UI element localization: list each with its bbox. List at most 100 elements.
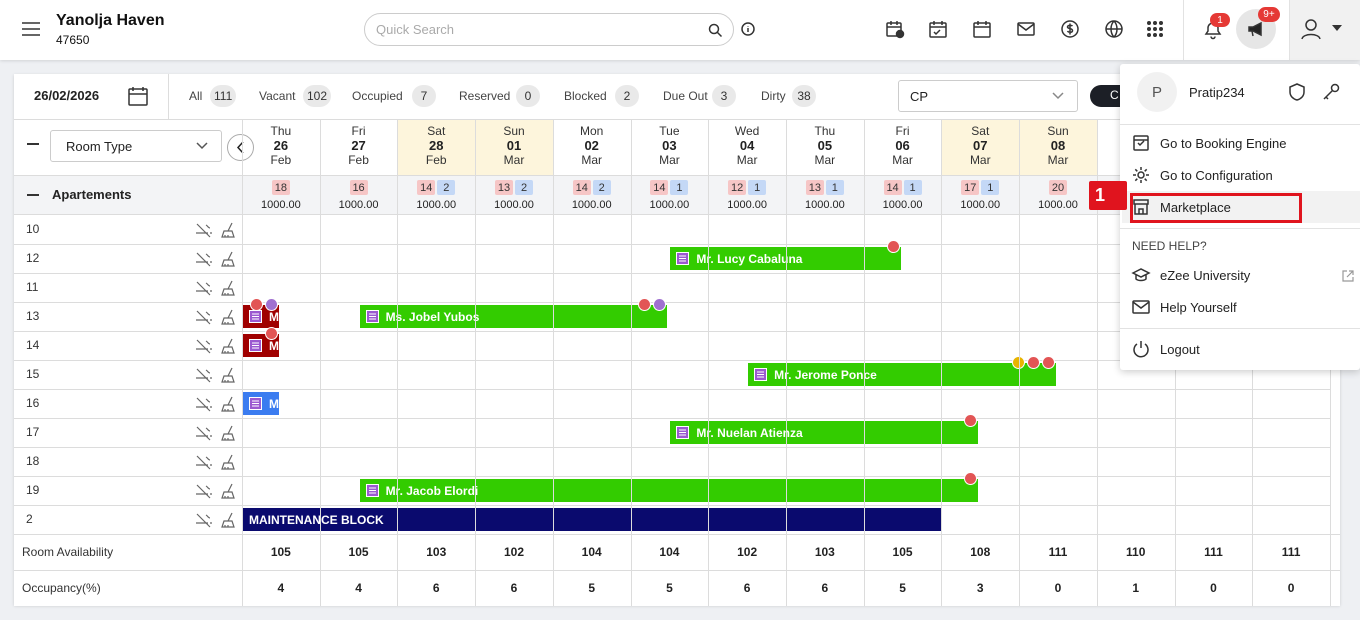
guest-name: M [269,397,279,411]
guest-name: Mr. Nuelan Atienza [696,426,803,440]
notification-count: 1 [1210,13,1230,27]
availability-count: 2 [515,180,533,195]
footer-value: 104 [581,545,602,559]
filter-count[interactable]: 3 [712,85,736,107]
date-month: Mar [969,153,991,167]
collapse-section[interactable] [27,194,39,196]
availability-count: 12 [728,180,747,195]
collapse-all[interactable] [27,143,39,145]
menu-item[interactable]: Go to Configuration [1160,168,1273,183]
filter-label[interactable]: Reserved [459,89,511,103]
room-type-select[interactable]: Room Type [50,130,222,162]
current-date: 26/02/2026 [34,88,100,103]
rate: 1000.00 [804,199,845,211]
filter-label[interactable]: Occupied [352,89,403,103]
user-area[interactable] [1289,0,1360,60]
search-icon[interactable] [708,23,723,38]
booking-bar[interactable]: Mr. Jerome Ponce [748,363,1056,386]
date-day: 07 [973,138,988,153]
footer-value: 1 [1132,581,1140,595]
header-icon[interactable] [1145,19,1165,39]
filter-label[interactable]: Due Out [663,89,708,103]
search-box[interactable]: Quick Search [364,13,734,46]
divider [1120,124,1360,125]
rate-plan-select[interactable]: CP [898,80,1078,112]
date-dow: Sun [503,124,525,138]
calendar-button[interactable] [128,86,148,106]
booking-icon [676,252,690,265]
menu-item[interactable]: Logout [1160,342,1200,357]
header-icon[interactable] [1016,19,1036,39]
weekend-header [475,120,553,175]
date-month: Feb [348,153,369,167]
filter-label[interactable]: Vacant [259,89,296,103]
date-dow: Fri [895,124,910,138]
rate: 1000.00 [649,199,690,211]
filter-count[interactable]: 111 [210,85,237,107]
maintenance-block[interactable]: MAINTENANCE BLOCK [243,508,942,531]
user-menu: P Pratip234 Go to Booking Engine Go to Conf… [1120,64,1360,370]
filter-count[interactable]: 7 [412,85,436,107]
date-day: 02 [584,138,599,153]
booking-bar[interactable]: M [243,392,279,415]
header-icon[interactable] [1060,19,1080,39]
filter-count[interactable]: 2 [615,85,639,107]
header-icon[interactable] [885,19,905,39]
booking-bar[interactable]: Mr. Nuelan Atienza [670,421,979,444]
menu-button[interactable] [21,19,41,39]
date-day: 06 [895,138,910,153]
housekeeping-icon [220,482,238,500]
housekeeping-icon [220,308,238,326]
availability-count: 14 [417,180,436,195]
no-smoking-icon [194,511,212,529]
hline [14,418,1330,419]
date-day: 01 [506,138,522,153]
booking-badge [964,414,978,427]
key-icon[interactable] [1322,83,1340,101]
booking-badge [886,240,900,253]
shield-icon[interactable] [1288,83,1306,101]
filter-count[interactable]: 102 [303,85,332,107]
availability-count: 1 [825,180,844,195]
booking-icon [249,339,262,352]
date-dow: Sun [1047,124,1069,138]
prev-button[interactable] [227,134,254,161]
menu-item[interactable]: eZee University [1160,268,1251,283]
header-icon[interactable] [1104,19,1124,39]
filter-label[interactable]: All [189,89,203,103]
caret [1332,25,1342,31]
hline [14,505,1330,506]
footer-row [14,570,1340,606]
header-icon[interactable] [972,19,992,39]
no-smoking-icon [194,279,212,297]
filter-count[interactable]: 38 [792,85,816,107]
room-number: 13 [26,309,40,323]
filter-label[interactable]: Dirty [761,89,786,103]
info-icon[interactable] [741,22,755,36]
menu-item[interactable]: Marketplace [1160,200,1231,215]
booking-bar[interactable]: Ms. Jobel Yubos [359,305,668,328]
booking-badge [638,298,652,311]
date-dow: Thu [270,124,292,138]
booking-bar[interactable]: Mr. Lucy Cabaluna [670,247,901,270]
rate: 1000.00 [960,199,1001,211]
menu-item[interactable]: Help Yourself [1160,300,1237,315]
avatar: P [1137,72,1177,112]
footer-value: 6 [743,581,751,595]
date-month: Mar [581,153,603,167]
prev-arrow [236,141,245,154]
filter-count[interactable]: 0 [516,85,540,107]
block-label: MAINTENANCE BLOCK [249,513,384,527]
separator [168,74,169,119]
booking-icon [249,310,262,323]
menu-item[interactable]: Go to Booking Engine [1160,136,1287,151]
booking-bar[interactable]: Mr. Jacob Elordi [359,479,979,502]
filter-label[interactable]: Blocked [564,89,607,103]
vline [397,119,399,606]
housekeeping-icon [220,337,238,355]
date-day: 28 [429,138,444,153]
vline [552,119,554,606]
header-icon[interactable] [928,19,948,39]
help-heading: NEED HELP? [1132,239,1207,253]
hline [14,447,1330,448]
